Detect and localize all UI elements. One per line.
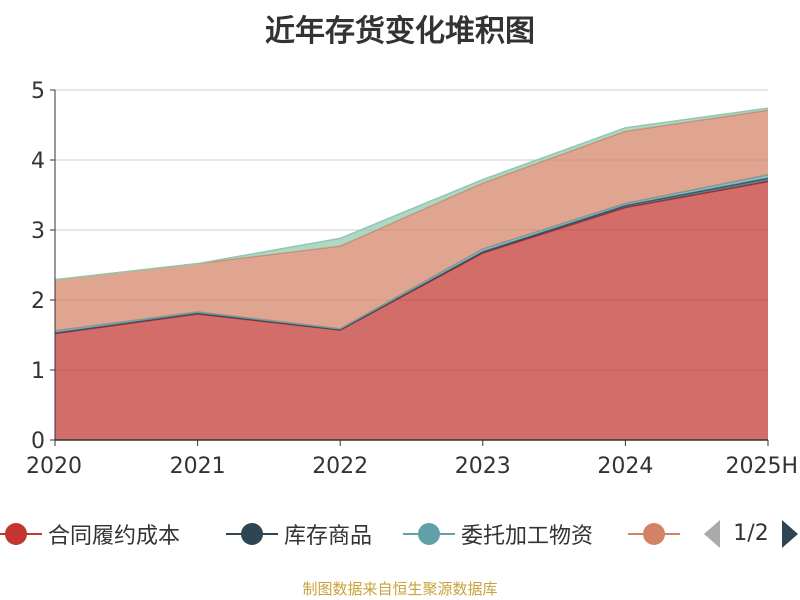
series-area-2: [55, 174, 768, 333]
y-tick-label: 3: [31, 219, 45, 244]
y-tick-label: 4: [31, 149, 45, 174]
y-tick-label: 2: [31, 289, 45, 314]
x-tick-label: 2022: [312, 454, 368, 479]
legend: 合同履约成本 库存商品 委托加工物资: [0, 514, 800, 554]
legend-label: 合同履约成本: [48, 524, 181, 549]
legend-page-indicator: 1/2: [733, 521, 769, 546]
series-areas: [54, 107, 769, 440]
y-tick-label: 0: [31, 429, 45, 454]
series-line-4: [54, 107, 769, 281]
series-area-0: [55, 181, 768, 440]
x-tick-label: 2021: [170, 454, 226, 479]
legend-marker-icon: [403, 514, 455, 554]
y-tick-label: 5: [31, 79, 45, 104]
x-tick-label: 2024: [597, 454, 653, 479]
y-tick-labels: 0 1 2 3 4 5: [31, 79, 45, 454]
legend-marker-icon: [628, 514, 680, 554]
legend-item[interactable]: 库存商品: [226, 514, 372, 554]
axes: [50, 89, 769, 446]
legend-item[interactable]: 委托加工物资: [403, 514, 593, 554]
legend-item[interactable]: 合同履约成本: [0, 514, 180, 554]
legend-prev-page-icon[interactable]: [704, 520, 720, 548]
x-tick-label: 2023: [455, 454, 511, 479]
series-area-3: [55, 110, 768, 331]
legend-label: 库存商品: [284, 524, 373, 549]
chart-title: 近年存货变化堆积图: [265, 14, 535, 49]
legend-marker-icon: [0, 514, 42, 554]
legend-item[interactable]: [628, 514, 680, 554]
source-note: 制图数据来自恒生聚源数据库: [302, 580, 498, 598]
legend-marker-icon: [226, 514, 278, 554]
legend-next-page-icon[interactable]: [782, 520, 798, 548]
legend-label: 委托加工物资: [461, 524, 594, 549]
y-tick-label: 1: [31, 359, 45, 384]
x-tick-label: 2020: [26, 454, 82, 479]
x-tick-label: 2025H: [725, 454, 798, 479]
x-tick-labels: 2020 2021 2022 2023 2024 2025H: [26, 454, 798, 479]
legend-pager: 1/2: [700, 514, 800, 554]
